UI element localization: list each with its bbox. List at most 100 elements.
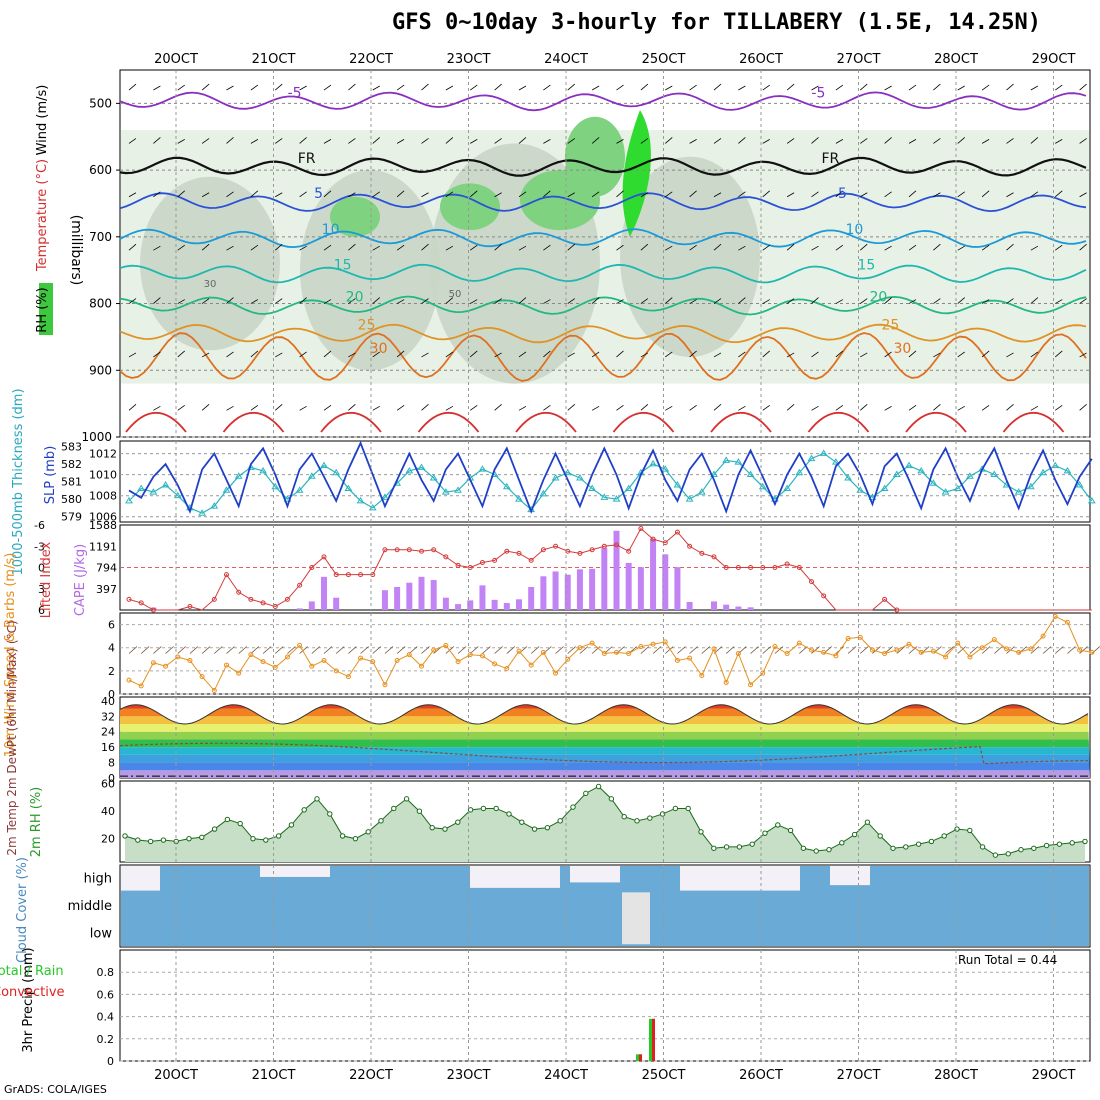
isotherm-label--5-1: -5: [811, 85, 825, 101]
rh-point: [391, 805, 397, 812]
xtick-27OCT: 27OCT: [837, 1068, 881, 1083]
wind-barb: [786, 138, 795, 144]
wind-barb-10m: [859, 646, 869, 654]
top-xtick-25OCT: 25OCT: [642, 52, 686, 67]
top-xtick-24OCT: 24OCT: [544, 52, 588, 67]
lifted-index-point: [431, 547, 437, 553]
thickness-point: [429, 474, 438, 481]
cape-bar: [589, 568, 596, 610]
wind-barb: [567, 404, 576, 411]
thickness-point: [125, 496, 133, 504]
wind-barb: [1079, 298, 1087, 304]
wind-speed-point: [382, 682, 388, 688]
cape-bar: [333, 597, 340, 610]
wind-speed-point: [443, 642, 449, 648]
thickness-point: [1063, 466, 1072, 474]
wind-barb: [616, 139, 624, 144]
wind-barb: [543, 244, 551, 251]
precip-convective-bar: [652, 1018, 655, 1061]
wind-barb: [1030, 405, 1039, 411]
isotherm-FR: [119, 156, 1087, 177]
wind-barb: [957, 137, 966, 144]
lifted-index-point: [321, 554, 327, 560]
thickness-point: [502, 482, 511, 490]
wind-barb: [226, 297, 234, 304]
wind-barb: [177, 190, 186, 198]
rh-point: [1082, 838, 1088, 845]
isotherm-35-arc-7: [807, 411, 870, 433]
lifted-index-point: [821, 593, 827, 599]
wind-barb: [1079, 192, 1087, 198]
wind-barb: [933, 83, 941, 91]
wind-barb: [543, 190, 551, 198]
wind-barb-10m: [811, 646, 820, 654]
wind-barb: [933, 298, 941, 304]
temp-band-16: [120, 739, 1090, 748]
wind10m-axis-label: 10m Wind Speed & Barbs (m/s): [3, 553, 18, 758]
lifted-index-point: [358, 572, 364, 578]
wind-barb-10m: [482, 646, 491, 654]
lifted-index-point: [687, 543, 693, 549]
lifted-index-axis-label: Lifted Index: [39, 541, 54, 618]
cape-bar: [723, 604, 730, 610]
wind-barb: [689, 404, 697, 411]
wind-barb: [567, 243, 576, 251]
thickness-point: [905, 461, 913, 469]
wind-barb-10m: [128, 646, 138, 654]
rh-point: [672, 805, 679, 812]
wind-speed-point: [431, 647, 437, 653]
thickness-point: [332, 468, 341, 476]
rh-point: [147, 838, 154, 845]
wind-speed-point: [358, 655, 364, 661]
lifted-index-point: [516, 550, 522, 556]
wind-barb: [396, 139, 405, 144]
wind-barb: [396, 84, 405, 91]
wind-speed-point: [333, 668, 339, 674]
wind-barb: [1006, 83, 1014, 91]
wind-barb-10m: [774, 646, 784, 654]
wind-speed-point: [687, 655, 693, 661]
thickness-point: [661, 465, 670, 472]
wind-tick-0: 0: [108, 688, 115, 701]
thickness-point: [990, 470, 999, 477]
wind-barb-10m: [323, 646, 333, 654]
cape-bar: [430, 580, 437, 610]
wind-speed-point: [845, 635, 851, 641]
wind-barb: [908, 299, 917, 304]
wind-barb: [396, 190, 405, 198]
thickness-point: [710, 470, 718, 477]
lifted-index-point: [297, 582, 303, 588]
thickness-point: [417, 463, 426, 470]
rh-point: [199, 834, 205, 840]
wind-barb: [1006, 352, 1014, 358]
wind-speed-point: [930, 648, 936, 654]
wind-axis-label: Wind (m/s): [35, 85, 50, 156]
wind-barb: [738, 351, 746, 358]
temp-band-32: [120, 708, 1090, 717]
wind-barb-10m: [1054, 646, 1064, 654]
wind-barb: [494, 298, 502, 304]
wind-barb: [250, 244, 259, 251]
wind-barb: [201, 192, 210, 198]
wind-barb: [908, 244, 917, 251]
wind-barb: [762, 299, 770, 304]
wind-barb: [591, 191, 600, 198]
rh-point: [698, 829, 704, 835]
wind-barb: [543, 84, 551, 91]
wind-barb: [299, 245, 307, 251]
temperature-axis-label: Temperature (°C): [35, 159, 50, 272]
wind-barb: [299, 405, 307, 411]
wind-barb: [518, 405, 527, 411]
wind-barb: [567, 138, 575, 144]
rh-point: [903, 844, 909, 850]
ytick-label-900mb: 900: [89, 363, 112, 377]
rh-point: [122, 833, 128, 839]
lifted-index-point: [284, 596, 290, 602]
wind-speed-point: [979, 645, 985, 651]
wind-barb: [981, 299, 990, 304]
lifted-index-point: [236, 589, 242, 595]
wind-barb-10m: [677, 646, 686, 654]
wind-speed-point: [138, 683, 144, 689]
wind-barb: [177, 350, 186, 358]
wind-speed-point: [211, 688, 217, 694]
